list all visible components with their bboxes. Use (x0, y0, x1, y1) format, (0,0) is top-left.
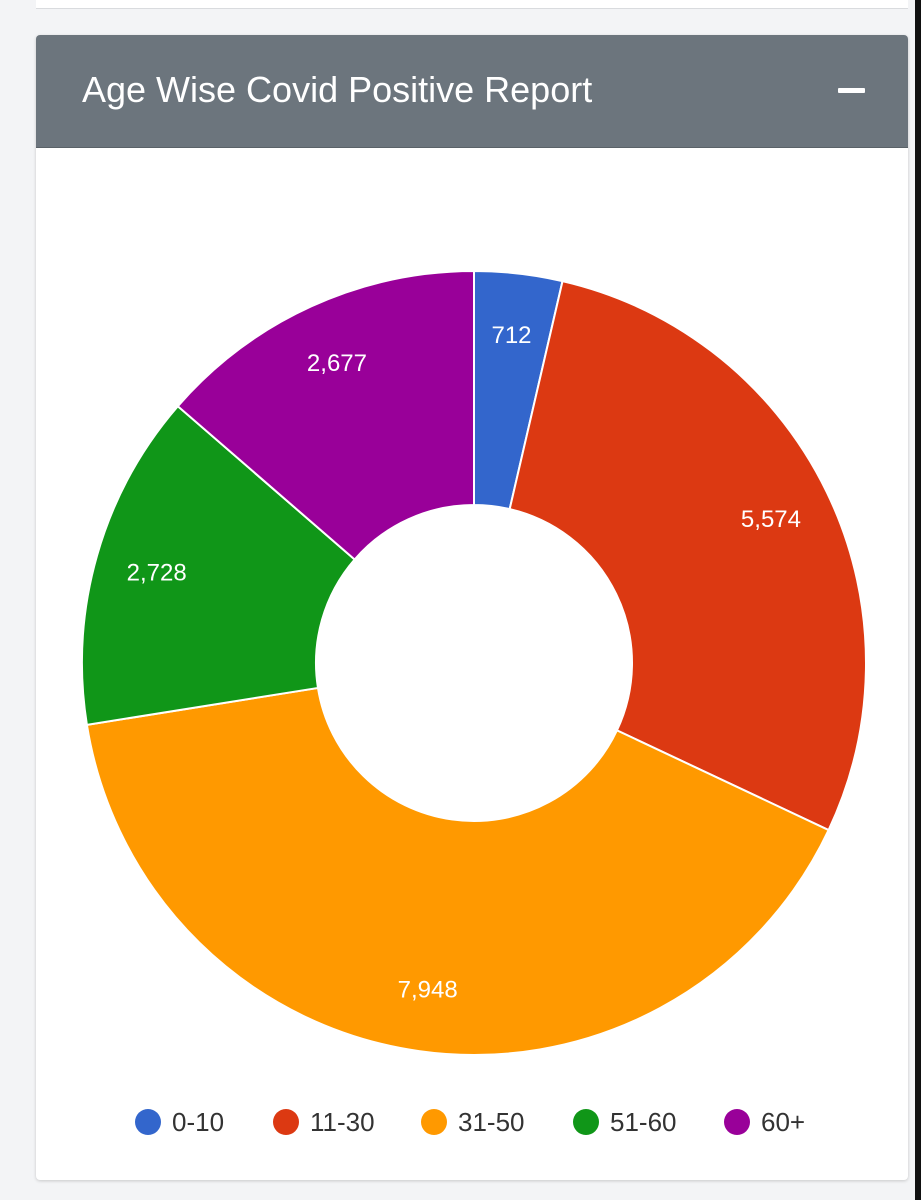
card-header: Age Wise Covid Positive Report (36, 35, 908, 148)
legend-label-51-60: 51-60 (610, 1107, 677, 1137)
slice-label-31-50: 7,948 (398, 977, 458, 1004)
legend-swatch-31-50 (421, 1109, 447, 1135)
legend-item-60+[interactable]: 60+ (724, 1107, 805, 1137)
legend-label-0-10: 0-10 (172, 1107, 224, 1137)
window-edge (915, 0, 921, 1200)
slice-labels: 712 5,574 7,948 2,728 2,677 (127, 322, 801, 1004)
slice-11-30[interactable] (508, 279, 867, 832)
slice-31-50[interactable] (85, 686, 830, 1056)
slice-label-51-60: 2,728 (127, 559, 187, 586)
card-title: Age Wise Covid Positive Report (82, 69, 593, 110)
slice-label-60+: 2,677 (307, 350, 367, 377)
slice-51-60[interactable] (81, 404, 357, 726)
top-divider (36, 0, 908, 9)
chart-legend: 0-10 11-30 31-50 51-60 60+ (135, 1107, 805, 1137)
legend-item-0-10[interactable]: 0-10 (135, 1107, 224, 1137)
slice-label-0-10: 712 (491, 322, 531, 349)
legend-swatch-11-30 (273, 1109, 299, 1135)
legend-item-31-50[interactable]: 31-50 (421, 1107, 525, 1137)
donut-slices (81, 269, 867, 1056)
legend-label-11-30: 11-30 (310, 1107, 375, 1137)
legend-item-11-30[interactable]: 11-30 (273, 1107, 375, 1137)
legend-item-51-60[interactable]: 51-60 (573, 1107, 677, 1137)
slice-60+[interactable] (176, 269, 475, 561)
legend-label-60+: 60+ (761, 1107, 805, 1137)
collapse-button[interactable] (826, 71, 876, 111)
minus-icon (838, 88, 865, 93)
legend-swatch-0-10 (135, 1109, 161, 1135)
legend-label-31-50: 31-50 (458, 1107, 525, 1137)
legend-swatch-51-60 (573, 1109, 599, 1135)
slice-label-11-30: 5,574 (741, 506, 801, 533)
legend-swatch-60+ (724, 1109, 750, 1135)
